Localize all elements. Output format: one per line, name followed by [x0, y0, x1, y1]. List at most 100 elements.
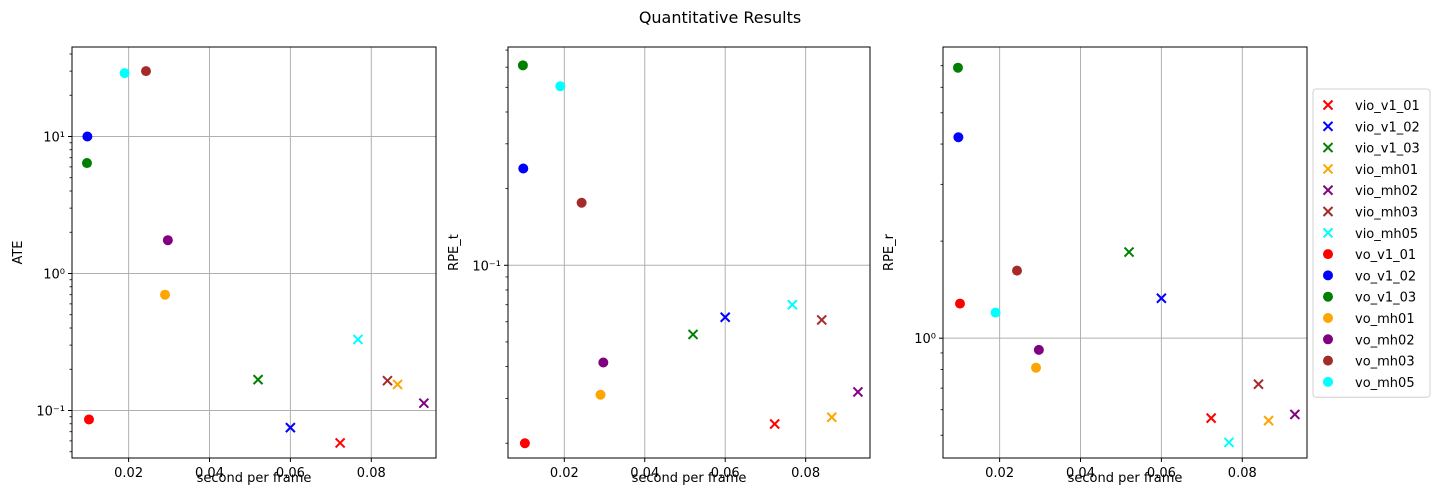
legend-marker [1323, 270, 1333, 281]
panels: 0.02 0.04 0.06 0.08 10⁻¹ 10⁰ 10¹ second per fra… [11, 46, 1308, 486]
legend-entry: vo_mh02 [1323, 333, 1415, 348]
legend-entry: vo_mh01 [1323, 312, 1415, 327]
legend-marker [1322, 99, 1334, 111]
point-vio-v1-03 [1123, 246, 1135, 258]
legend-entry: vio_v1_01 [1322, 99, 1420, 114]
point-vo-mh03 [1012, 265, 1023, 276]
point-vo-mh02 [598, 357, 609, 368]
y-axis-label: RPE_t [447, 234, 462, 271]
x-tick-label: 0.08 [791, 466, 820, 481]
point-vio-mh03 [1253, 378, 1264, 390]
point-vo-mh03 [576, 197, 587, 208]
point-vo-v1-01 [83, 414, 94, 425]
legend-marker [1322, 142, 1334, 153]
point-vo-v1-01 [519, 438, 530, 449]
point-vio-mh01 [392, 379, 403, 390]
point-vio-mh02 [852, 386, 864, 398]
legend-entry: vio_v1_03 [1322, 142, 1420, 157]
data-points [517, 60, 864, 449]
point-vio-v1-02 [1156, 293, 1167, 304]
point-vo-v1-02 [518, 163, 529, 174]
legend-entry: vo_mh03 [1323, 355, 1415, 370]
x-axis-label: second per frame [197, 471, 312, 486]
legend-marker [1322, 206, 1334, 217]
legend-entry: vio_mh03 [1322, 206, 1418, 221]
x-tick-label: 0.04 [1066, 466, 1095, 481]
subplot-ate: 0.02 0.04 0.06 0.08 10⁻¹ 10⁰ 10¹ second per fra… [11, 46, 437, 486]
point-vo-mh02 [1033, 344, 1044, 355]
point-vio-mh03 [382, 375, 393, 386]
point-vo-mh03 [141, 66, 152, 77]
x-tick-label: 0.08 [357, 466, 386, 481]
y-tick-label: 10⁰ [43, 267, 65, 282]
point-vo-mh05 [119, 68, 130, 79]
legend-label: vio_mh01 [1355, 163, 1418, 178]
point-vio-mh05 [352, 334, 364, 345]
x-tick-label: 0.04 [195, 466, 224, 481]
point-vo-mh01 [160, 289, 171, 300]
legend-marker [1323, 291, 1333, 302]
point-vo-v1-03 [952, 62, 963, 73]
legend-box [1312, 88, 1431, 398]
data-points [81, 66, 430, 449]
legend-label: vo_mh01 [1355, 312, 1415, 327]
point-vo-mh02 [162, 235, 173, 246]
subplot-rpe-r: 0.02 0.04 0.06 0.08 10⁰ second per frame RPE_r [882, 46, 1308, 486]
legend-label: vio_mh05 [1355, 227, 1418, 242]
point-vio-mh01 [1263, 415, 1274, 426]
x-tick-label: 0.06 [276, 466, 305, 481]
legend-label: vo_v1_02 [1355, 269, 1416, 284]
point-vio-mh05 [1223, 437, 1235, 448]
legend-label: vo_mh02 [1355, 333, 1415, 348]
axes-frame [942, 46, 1308, 459]
legend-entry: vio_mh05 [1322, 227, 1418, 242]
legend-label: vio_mh03 [1355, 206, 1418, 221]
x-tick-label: 0.04 [630, 466, 659, 481]
legend-marker [1322, 163, 1334, 175]
legend-marker [1323, 334, 1333, 345]
axes-frame [71, 46, 437, 459]
legend-label: vio_v1_03 [1355, 142, 1420, 157]
point-vo-mh05 [990, 307, 1001, 318]
x-tick-label: 0.02 [985, 466, 1014, 481]
legend-marker [1323, 376, 1333, 387]
legend-label: vio_v1_02 [1355, 120, 1420, 135]
point-vo-v1-02 [82, 131, 93, 142]
x-tick-label: 0.02 [114, 466, 143, 481]
point-vio-mh02 [1289, 409, 1301, 420]
x-tick-label: 0.02 [550, 466, 579, 481]
legend-label: vo_mh05 [1355, 376, 1415, 391]
legend-marker [1322, 184, 1334, 196]
legend-marker [1322, 121, 1334, 132]
y-tick-label: 10⁻¹ [36, 404, 65, 419]
point-vo-v1-02 [953, 132, 964, 143]
point-vo-v1-01 [954, 298, 965, 309]
legend-marker [1323, 355, 1333, 366]
point-vio-mh05 [787, 299, 798, 310]
subplot-rpe-t: 0.02 0.04 0.06 0.08 10⁻¹ second per frame RPE_… [447, 46, 871, 486]
point-vio-v1-02 [719, 312, 731, 323]
data-points [952, 62, 1301, 448]
legend-entry: vo_v1_02 [1323, 269, 1416, 284]
x-tick-label: 0.06 [711, 466, 740, 481]
y-axis-label: RPE_r [882, 233, 897, 271]
point-vio-v1-03 [687, 329, 699, 340]
point-vio-mh02 [418, 398, 430, 409]
legend-entry: vio_v1_02 [1322, 120, 1420, 135]
point-vo-mh05 [555, 81, 566, 92]
point-vio-mh03 [816, 314, 827, 326]
legend-entry: vio_mh02 [1322, 184, 1418, 199]
y-tick-label: 10⁻¹ [472, 259, 501, 274]
x-axis-label: second per frame [1068, 471, 1183, 486]
legend: vio_v1_01 vio_v1_02 vio_v1_03 vio_mh01 vio_m… [1312, 88, 1431, 398]
figure-title: Quantitative Results [638, 8, 802, 27]
legend-marker [1323, 313, 1333, 323]
x-tick-label: 0.08 [1228, 466, 1257, 481]
x-axis-label: second per frame [632, 471, 747, 486]
x-tick-label: 0.06 [1147, 466, 1176, 481]
legend-label: vo_v1_01 [1355, 248, 1416, 263]
point-vo-v1-03 [517, 60, 528, 71]
legend-marker [1322, 227, 1334, 239]
point-vio-v1-01 [334, 437, 346, 449]
point-vio-v1-01 [769, 418, 780, 430]
